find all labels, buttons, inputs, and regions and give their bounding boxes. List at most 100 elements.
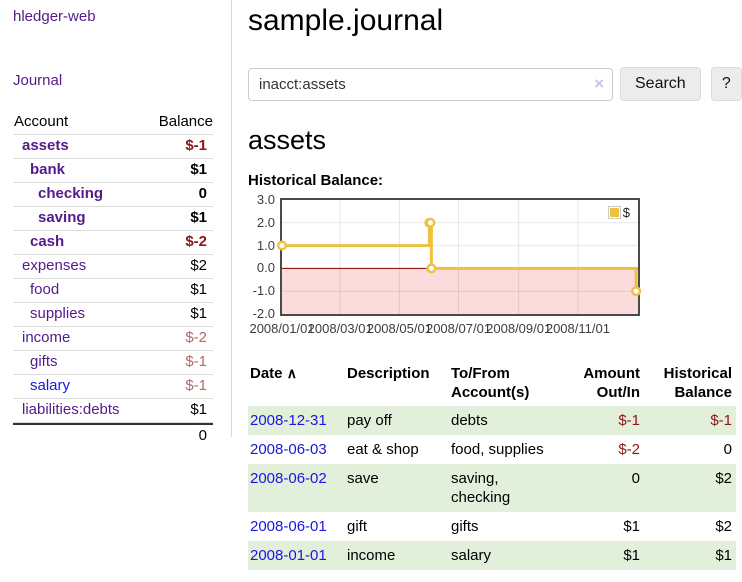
page-title: sample.journal (248, 4, 444, 37)
sort-ascending-icon: ∧ (286, 365, 297, 381)
account-row: saving $1 (13, 207, 213, 231)
accounts-table-body: assets $-1 bank $1 checking 0 saving $1 cash $-2 e… (13, 135, 213, 423)
search-input[interactable] (248, 67, 613, 101)
account-row: income $-2 (13, 327, 213, 351)
y-axis-tick-label: 1.0 (256, 237, 275, 253)
account-link[interactable]: checking (38, 185, 104, 202)
account-link[interactable]: saving (38, 209, 86, 226)
register-row: 2008-06-01 gift gifts $1 $2 (248, 512, 736, 541)
register-date-link[interactable]: 2008-06-03 (250, 441, 327, 458)
legend-swatch-icon (607, 206, 621, 219)
accounts-header-balance: Balance (144, 110, 213, 135)
legend-label: $ (622, 205, 630, 220)
x-axis-tick-label: 2008/03/01 (307, 321, 373, 336)
main-panel: sample.journal × Search ? assets Histori… (232, 0, 742, 582)
account-link[interactable]: expenses (22, 257, 87, 274)
register-header-accounts: To/From Account(s) (451, 365, 530, 401)
register-accounts: saving, checking (451, 470, 511, 506)
register-description: gift (347, 518, 368, 535)
search-form: × Search ? (248, 67, 742, 101)
account-link[interactable]: salary (30, 377, 71, 394)
register-amount: 0 (631, 470, 640, 487)
account-link[interactable]: income (22, 329, 71, 346)
account-balance: $-1 (144, 135, 213, 159)
register-description: eat & shop (347, 441, 419, 458)
account-link[interactable]: assets (22, 137, 69, 154)
account-row: checking 0 (13, 183, 213, 207)
register-balance: $-1 (710, 412, 732, 429)
account-balance: $-2 (144, 231, 213, 255)
accounts-table: Account Balance assets $-1 bank $1 checking 0… (13, 110, 213, 448)
y-axis-tick-label: -2.0 (252, 306, 275, 321)
accounts-total-row: 0 (13, 423, 213, 448)
register-balance: $1 (715, 547, 732, 564)
register-row: 2008-06-02 save saving, checking 0 $2 (248, 464, 736, 512)
balance-chart-canvas[interactable] (276, 200, 642, 314)
register-date-link[interactable]: 2008-06-01 (250, 518, 327, 535)
register-description: pay off (347, 412, 392, 429)
clear-search-icon[interactable]: × (594, 74, 604, 94)
account-balance: $-1 (144, 351, 213, 375)
account-link[interactable]: liabilities:debts (22, 401, 120, 418)
chart-point (425, 217, 436, 228)
register-accounts: food, supplies (451, 441, 544, 458)
register-row: 2008-12-31 pay off debts $-1 $-1 (248, 406, 736, 435)
register-accounts: salary (451, 547, 492, 564)
search-button[interactable]: Search (620, 67, 701, 101)
account-row: salary $-1 (13, 375, 213, 399)
register-header-date: Date ∧ (250, 365, 297, 382)
accounts-header-account: Account (13, 110, 145, 135)
register-row: 2008-01-01 income salary $1 $1 (248, 541, 736, 570)
register-table: Date ∧ Description To/From Account(s) Am… (248, 360, 736, 570)
chart-title: Historical Balance: (248, 172, 384, 189)
chart-legend: $ (606, 204, 631, 221)
account-balance: $1 (144, 207, 213, 231)
account-row: assets $-1 (13, 135, 213, 159)
account-link[interactable]: gifts (30, 353, 58, 370)
register-date-link[interactable]: 2008-06-02 (250, 470, 327, 487)
register-date-link[interactable]: 2008-01-01 (250, 547, 327, 564)
register-date-link[interactable]: 2008-12-31 (250, 412, 327, 429)
chart-plot-area[interactable]: $ (276, 198, 642, 316)
register-header-row: Date ∧ Description To/From Account(s) Am… (248, 360, 736, 406)
x-axis-tick-label: 2008/11/01 (545, 321, 610, 336)
register-amount: $-2 (618, 441, 640, 458)
accounts-total-balance: 0 (144, 423, 213, 448)
register-amount: $1 (623, 547, 640, 564)
account-balance: $1 (144, 279, 213, 303)
register-description: income (347, 547, 396, 564)
chart-point (631, 286, 642, 297)
x-axis-tick-label: 2008/07/01 (425, 321, 492, 336)
account-balance: $-1 (144, 375, 213, 399)
sidebar-item-journal[interactable]: Journal (13, 72, 63, 89)
y-axis-tick-label: 2.0 (256, 214, 275, 230)
register-amount: $1 (623, 518, 640, 535)
account-balance: 0 (144, 183, 213, 207)
account-row: cash $-2 (13, 231, 213, 255)
register-balance: $2 (715, 518, 732, 535)
x-axis-tick-label: 2008/05/01 (366, 321, 432, 336)
account-balance: $2 (144, 255, 213, 279)
y-axis-tick-label: -1.0 (252, 283, 275, 299)
register-balance: 0 (723, 441, 732, 458)
account-balance: $-2 (144, 327, 213, 351)
register-header-balance: Historical Balance (663, 365, 732, 401)
y-axis-tick-label: 0.0 (256, 260, 275, 276)
x-axis-tick-label: 2008/01/01 (249, 321, 315, 336)
register-row: 2008-06-03 eat & shop food, supplies $-2 0 (248, 435, 736, 464)
register-header-description: Description (347, 365, 430, 382)
account-link[interactable]: bank (30, 161, 66, 178)
account-link[interactable]: food (30, 281, 60, 298)
app-title-link[interactable]: hledger-web (13, 8, 96, 25)
register-description: save (347, 470, 379, 487)
account-row: food $1 (13, 279, 213, 303)
register-header-amount: Amount Out/In (583, 365, 640, 401)
account-link[interactable]: supplies (30, 305, 86, 322)
register-table-body: 2008-12-31 pay off debts $-1 $-1 2008-06-03 ea… (248, 406, 736, 570)
help-button[interactable]: ? (710, 67, 742, 101)
account-link[interactable]: cash (30, 233, 65, 250)
x-axis-tick-label: 2008/09/01 (486, 321, 552, 336)
y-axis-tick-label: 3.0 (256, 192, 275, 207)
account-row: expenses $2 (13, 255, 213, 279)
register-amount: $-1 (618, 412, 640, 429)
